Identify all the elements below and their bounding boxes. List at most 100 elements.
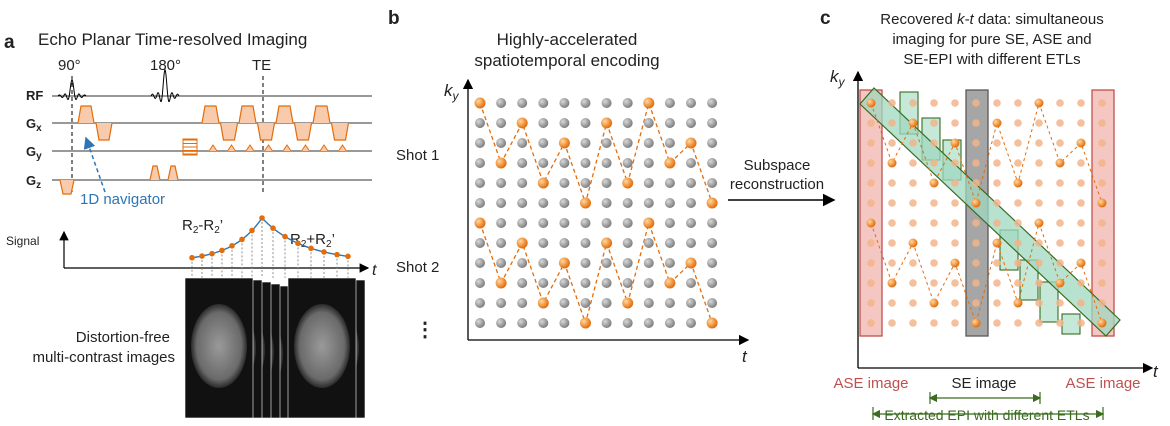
grid-point bbox=[665, 238, 675, 248]
recovered-point bbox=[888, 239, 896, 247]
sampled-point bbox=[1035, 99, 1044, 108]
recovered-point bbox=[867, 259, 875, 267]
recovered-point bbox=[972, 179, 980, 187]
sampled-point bbox=[517, 238, 528, 249]
sampled-point bbox=[867, 219, 876, 228]
grid-point bbox=[559, 318, 569, 328]
image-label: SE image bbox=[951, 375, 1016, 392]
grid-point bbox=[602, 158, 612, 168]
recovered-point bbox=[1035, 259, 1043, 267]
kt-grid bbox=[475, 98, 718, 329]
recovered-point bbox=[888, 299, 896, 307]
recovered-point bbox=[993, 299, 1001, 307]
label-part: -R bbox=[198, 217, 214, 234]
grid-point bbox=[602, 218, 612, 228]
recovered-point bbox=[1014, 199, 1022, 207]
grid-point bbox=[686, 298, 696, 308]
grid-point bbox=[538, 258, 548, 268]
grid-point bbox=[559, 98, 569, 108]
recovered-point bbox=[1077, 219, 1085, 227]
recovered-point bbox=[1098, 299, 1106, 307]
grid-point bbox=[496, 218, 506, 228]
recovered-point bbox=[888, 99, 896, 107]
sampled-point bbox=[686, 258, 697, 269]
grid-point bbox=[581, 258, 591, 268]
recovered-point bbox=[867, 159, 875, 167]
recovered-point bbox=[930, 219, 938, 227]
grid-point bbox=[665, 318, 675, 328]
recovered-point bbox=[972, 99, 980, 107]
label-sub: y bbox=[452, 89, 460, 103]
grid-point bbox=[517, 98, 527, 108]
grid-point bbox=[686, 238, 696, 248]
recovered-point bbox=[1077, 319, 1085, 327]
grid-point bbox=[602, 278, 612, 288]
sampled-point bbox=[930, 299, 939, 308]
channel-label: Gx bbox=[26, 116, 42, 134]
grid-point bbox=[538, 98, 548, 108]
blip bbox=[246, 145, 254, 151]
recovered-point bbox=[1098, 139, 1106, 147]
grid-point bbox=[538, 318, 548, 328]
grid-point bbox=[517, 278, 527, 288]
recovered-point bbox=[1035, 159, 1043, 167]
recovered-point bbox=[972, 119, 980, 127]
sampled-point bbox=[1098, 199, 1107, 208]
grid-point bbox=[475, 138, 485, 148]
sampled-point bbox=[951, 259, 960, 268]
panel-title: imaging for pure SE, ASE and bbox=[892, 31, 1091, 48]
recovered-point bbox=[993, 279, 1001, 287]
recovered-point bbox=[1014, 259, 1022, 267]
grid-point bbox=[538, 158, 548, 168]
recovered-point bbox=[930, 139, 938, 147]
panel-c: c Recovered k-t data: simultaneous imagi… bbox=[820, 8, 1159, 423]
grid-point bbox=[623, 118, 633, 128]
grid-point bbox=[538, 278, 548, 288]
recovered-point bbox=[909, 299, 917, 307]
grid-point bbox=[665, 218, 675, 228]
recovered-point bbox=[1056, 239, 1064, 247]
blip bbox=[320, 145, 328, 151]
grid-point bbox=[602, 198, 612, 208]
grid-point bbox=[581, 158, 591, 168]
grid-point bbox=[686, 118, 696, 128]
recovered-point bbox=[909, 199, 917, 207]
sampled-point bbox=[972, 319, 981, 328]
sampled-point bbox=[643, 218, 654, 229]
label-main: G bbox=[26, 116, 36, 131]
recovered-point bbox=[993, 319, 1001, 327]
recovered-point bbox=[888, 319, 896, 327]
image-label: ASE image bbox=[833, 375, 908, 392]
sample bbox=[209, 251, 215, 257]
recovered-point bbox=[1035, 299, 1043, 307]
label-part: ’ bbox=[332, 231, 335, 248]
sampled-point bbox=[580, 318, 591, 329]
recovered-point bbox=[1077, 119, 1085, 127]
grid-point bbox=[686, 158, 696, 168]
grid-point bbox=[707, 98, 717, 108]
grid-point bbox=[517, 198, 527, 208]
recovered-point bbox=[1098, 179, 1106, 187]
gradient bbox=[202, 106, 219, 123]
panel-letter: b bbox=[388, 8, 400, 29]
recovered-point bbox=[993, 259, 1001, 267]
sampled-point bbox=[909, 119, 918, 128]
brain bbox=[294, 304, 350, 388]
shot-label: Shot 2 bbox=[396, 259, 439, 276]
recovered-point bbox=[909, 219, 917, 227]
axis-label: ky bbox=[444, 81, 460, 103]
grid-point bbox=[602, 258, 612, 268]
sampled-point bbox=[972, 199, 981, 208]
grid-point bbox=[475, 238, 485, 248]
grid-point bbox=[707, 218, 717, 228]
extracted-label: Extracted EPI with different ETLs bbox=[884, 407, 1089, 423]
blip bbox=[209, 145, 217, 151]
sampled-point bbox=[1098, 319, 1107, 328]
blip bbox=[302, 145, 310, 151]
grid-point bbox=[707, 298, 717, 308]
grid-point bbox=[517, 258, 527, 268]
grid-point bbox=[496, 258, 506, 268]
panel-title: Recovered k-t data: simultaneous bbox=[880, 11, 1103, 28]
grid-point bbox=[581, 118, 591, 128]
sampled-point bbox=[1077, 259, 1086, 268]
